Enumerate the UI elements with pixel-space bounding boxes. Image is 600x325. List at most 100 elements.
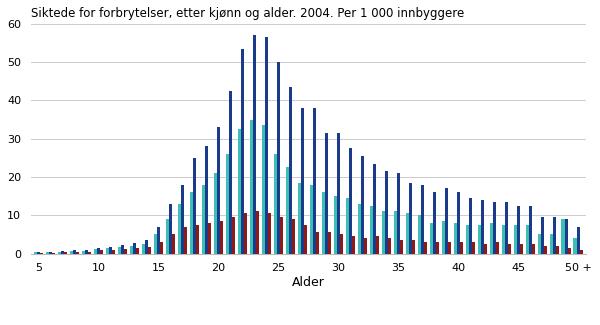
Bar <box>421 185 424 254</box>
Bar <box>466 225 469 254</box>
Bar <box>142 244 145 254</box>
Bar <box>478 225 481 254</box>
Bar <box>298 183 301 254</box>
Bar <box>37 252 40 254</box>
Bar <box>352 236 355 254</box>
Legend: Begge kjønn, Menn, Kvinner: Begge kjønn, Menn, Kvinner <box>157 319 460 325</box>
Bar <box>364 238 367 254</box>
Bar <box>226 154 229 254</box>
Bar <box>220 221 223 254</box>
Bar <box>49 252 52 254</box>
Bar <box>40 253 43 254</box>
Bar <box>382 211 385 254</box>
Bar <box>505 202 508 254</box>
Bar <box>553 217 556 254</box>
Bar <box>520 244 523 254</box>
Bar <box>85 250 88 254</box>
Bar <box>574 238 577 254</box>
Bar <box>445 188 448 254</box>
Bar <box>160 242 163 254</box>
Bar <box>532 244 535 254</box>
Bar <box>388 238 391 254</box>
Bar <box>265 37 268 254</box>
Bar <box>376 236 379 254</box>
Bar <box>286 167 289 254</box>
Bar <box>436 242 439 254</box>
Bar <box>88 252 91 254</box>
Bar <box>325 133 328 254</box>
Bar <box>217 127 220 254</box>
Bar <box>460 242 463 254</box>
Bar <box>490 223 493 254</box>
Bar <box>328 232 331 254</box>
Bar <box>94 249 97 254</box>
Bar <box>130 246 133 254</box>
Bar <box>565 219 568 254</box>
Bar <box>448 242 451 254</box>
Bar <box>154 234 157 254</box>
Bar <box>580 250 583 254</box>
Bar <box>73 250 76 254</box>
Bar <box>241 49 244 254</box>
Bar <box>514 225 517 254</box>
Bar <box>196 225 199 254</box>
Bar <box>556 246 559 254</box>
Bar <box>58 252 61 254</box>
Bar <box>208 223 211 254</box>
Bar <box>229 91 232 254</box>
Bar <box>280 217 283 254</box>
Bar <box>409 183 412 254</box>
Bar <box>385 171 388 254</box>
Bar <box>124 249 127 254</box>
Bar <box>454 223 457 254</box>
Bar <box>256 211 259 254</box>
Bar <box>517 206 520 254</box>
Bar <box>184 227 187 254</box>
Bar <box>190 192 193 254</box>
Bar <box>526 225 529 254</box>
Bar <box>496 242 499 254</box>
Bar <box>412 240 415 254</box>
Bar <box>148 247 151 254</box>
Bar <box>205 146 208 254</box>
Bar <box>70 251 73 254</box>
Bar <box>430 223 433 254</box>
Bar <box>292 219 295 254</box>
Bar <box>244 213 247 254</box>
Bar <box>457 192 460 254</box>
Bar <box>46 252 49 254</box>
Bar <box>397 173 400 254</box>
Bar <box>169 204 172 254</box>
Bar <box>538 234 541 254</box>
Bar <box>424 242 427 254</box>
Bar <box>373 163 376 254</box>
Bar <box>121 245 124 254</box>
Bar <box>400 240 403 254</box>
Bar <box>136 248 139 254</box>
Bar <box>472 242 475 254</box>
Bar <box>502 225 505 254</box>
Bar <box>268 213 271 254</box>
Bar <box>577 227 580 254</box>
Bar <box>289 87 292 254</box>
Bar <box>334 196 337 254</box>
Bar <box>181 185 184 254</box>
Bar <box>529 206 532 254</box>
Bar <box>550 234 553 254</box>
Bar <box>172 234 175 254</box>
Bar <box>568 248 571 254</box>
Bar <box>157 227 160 254</box>
Bar <box>481 200 484 254</box>
Bar <box>508 244 511 254</box>
Bar <box>193 158 196 254</box>
Bar <box>82 251 85 254</box>
Bar <box>394 211 397 254</box>
Bar <box>238 129 241 254</box>
Bar <box>76 252 79 254</box>
Bar <box>349 148 352 254</box>
Bar <box>34 252 37 254</box>
Bar <box>178 204 181 254</box>
Bar <box>277 62 280 254</box>
Bar <box>442 221 445 254</box>
Bar <box>100 251 103 254</box>
